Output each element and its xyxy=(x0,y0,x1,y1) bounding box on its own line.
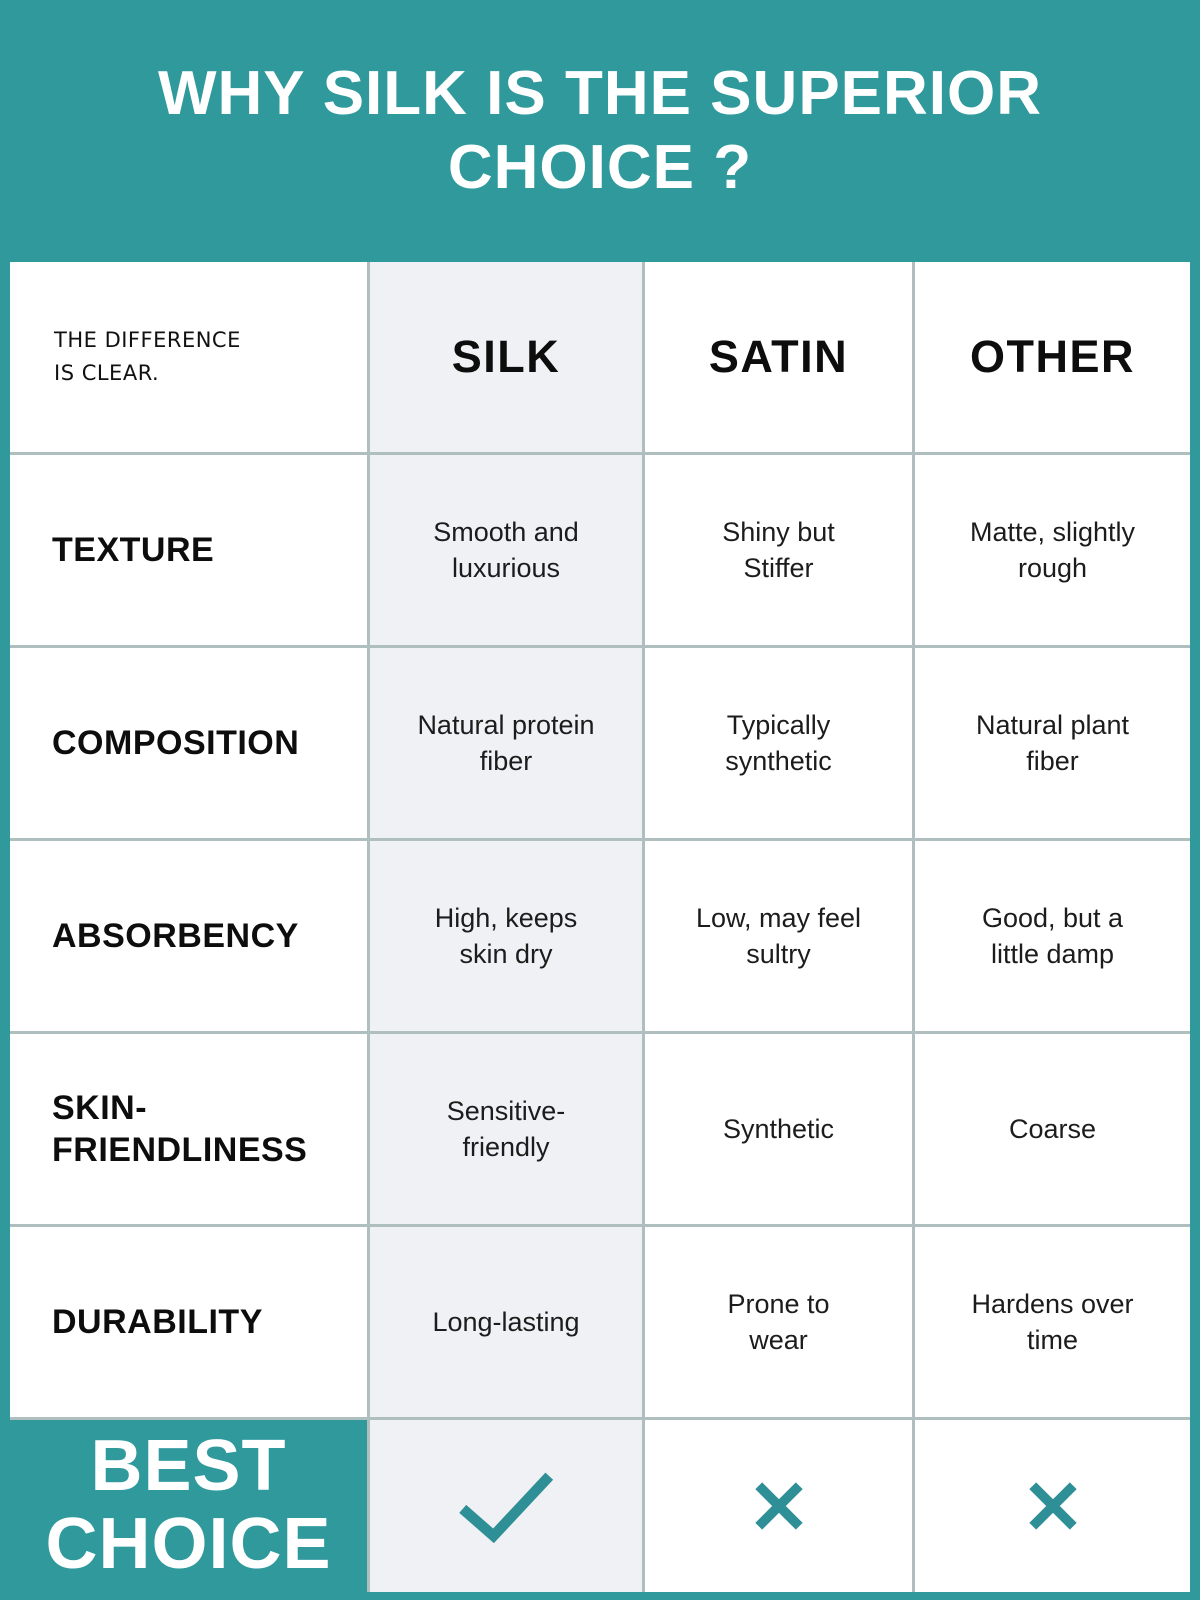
best-choice-label: BEST CHOICE xyxy=(10,1420,367,1592)
intro-cell: THE DIFFERENCE IS CLEAR. xyxy=(10,262,367,452)
best-choice-other-cell xyxy=(915,1420,1190,1592)
column-header-satin: SATIN xyxy=(645,262,912,452)
row-label-skin-friendliness: SKIN- FRIENDLINESS xyxy=(10,1034,367,1224)
row-label-absorbency: ABSORBENCY xyxy=(10,841,367,1031)
cross-icon xyxy=(752,1443,806,1570)
best-choice-satin-cell xyxy=(645,1420,912,1592)
cell-durability-silk: Long-lasting xyxy=(370,1227,642,1417)
cross-icon xyxy=(1026,1443,1080,1570)
cell-texture-silk: Smooth and luxurious xyxy=(370,455,642,645)
cell-absorbency-satin: Low, may feel sultry xyxy=(645,841,912,1031)
column-header-silk: SILK xyxy=(370,262,642,452)
row-label-texture: TEXTURE xyxy=(10,455,367,645)
cell-composition-silk: Natural protein fiber xyxy=(370,648,642,838)
best-choice-silk-cell xyxy=(370,1420,642,1592)
cell-durability-satin: Prone to wear xyxy=(645,1227,912,1417)
comparison-table: THE DIFFERENCE IS CLEAR. SILK SATIN OTHE… xyxy=(10,262,1190,1592)
page-header: WHY SILK IS THE SUPERIOR CHOICE ? xyxy=(0,0,1200,262)
page-title: WHY SILK IS THE SUPERIOR CHOICE ? xyxy=(157,59,1043,202)
cell-texture-other: Matte, slightly rough xyxy=(915,455,1190,645)
row-label-durability: DURABILITY xyxy=(10,1227,367,1417)
cell-absorbency-silk: High, keeps skin dry xyxy=(370,841,642,1031)
cell-composition-other: Natural plant fiber xyxy=(915,648,1190,838)
row-label-composition: COMPOSITION xyxy=(10,648,367,838)
column-header-other: OTHER xyxy=(915,262,1190,452)
cell-absorbency-other: Good, but a little damp xyxy=(915,841,1190,1031)
cell-texture-satin: Shiny but Stiffer xyxy=(645,455,912,645)
cell-composition-satin: Typically synthetic xyxy=(645,648,912,838)
cell-skin-friendliness-other: Coarse xyxy=(915,1034,1190,1224)
cell-durability-other: Hardens over time xyxy=(915,1227,1190,1417)
check-icon xyxy=(456,1433,556,1580)
cell-skin-friendliness-silk: Sensitive- friendly xyxy=(370,1034,642,1224)
cell-skin-friendliness-satin: Synthetic xyxy=(645,1034,912,1224)
